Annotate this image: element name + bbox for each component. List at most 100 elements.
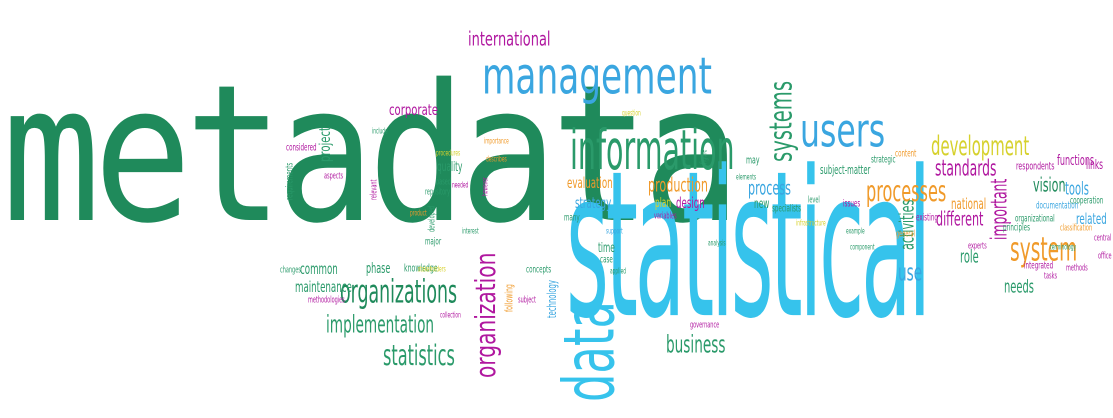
word-issues: issues <box>843 198 861 210</box>
word-role: role <box>960 245 979 267</box>
word-functions: functions <box>1057 152 1095 170</box>
word-many: many <box>564 212 580 224</box>
word-component: component <box>850 242 875 252</box>
word-aspects: aspects <box>324 170 344 181</box>
word-organizations: organizations <box>340 272 457 311</box>
word-data: data <box>549 301 631 402</box>
word-system: system <box>1010 230 1078 270</box>
word-related: related <box>1076 210 1107 229</box>
word-systems: systems <box>762 80 799 162</box>
word-subject: subject <box>518 294 536 305</box>
word-needs: needs <box>1004 275 1034 297</box>
word-elements: elements <box>736 172 757 182</box>
word-include: include <box>372 126 388 136</box>
word-quality: quality <box>437 158 463 175</box>
word-needed: needed <box>452 180 469 190</box>
word-organization: organization <box>469 252 502 378</box>
word-support: support <box>606 226 623 236</box>
word-describes: describes <box>486 154 507 164</box>
word-office: office <box>1098 250 1112 261</box>
word-case: case <box>600 254 613 266</box>
word-strategy: strategy <box>575 194 612 213</box>
word-different: different <box>936 207 984 231</box>
word-importance: importance <box>484 136 509 146</box>
word-concepts: concepts <box>526 264 552 276</box>
word-phase: phase <box>366 260 391 278</box>
word-product: product <box>410 208 427 218</box>
word-stakeholders: stakeholders <box>418 264 446 274</box>
word-major: major <box>425 236 442 248</box>
word-question: question <box>622 108 641 118</box>
word-governance: governance <box>690 319 720 330</box>
word-may: may <box>746 154 760 167</box>
word-vision: vision <box>1033 173 1066 197</box>
word-methods: methods <box>1066 262 1088 273</box>
word-experts: experts <box>968 240 987 251</box>
word-considered: considered <box>286 142 317 154</box>
word-time: time <box>598 239 615 256</box>
word-use: use <box>898 259 923 288</box>
word-links: links <box>1086 156 1104 173</box>
word-documentation: documentation <box>1036 200 1079 212</box>
word-general: general <box>896 228 915 239</box>
word-statistical: statistical <box>566 128 931 364</box>
word-interest: interest <box>462 226 479 236</box>
word-international: international <box>468 27 551 51</box>
word-metadata: metadata <box>2 44 741 265</box>
word-respondents: respondents <box>1016 160 1055 173</box>
word-content: content <box>895 148 917 160</box>
word-infrastructure: infrastructure <box>796 218 826 228</box>
word-corporate: corporate <box>389 101 438 120</box>
word-business: business <box>666 331 726 360</box>
word-users: users <box>800 103 886 158</box>
word-example: example <box>846 226 865 236</box>
word-tools: tools <box>1065 177 1089 199</box>
word-standards: standards <box>935 154 997 182</box>
word-statistics: statistics <box>383 339 455 373</box>
word-collection: collection <box>440 310 461 320</box>
word-procedures: procedures <box>436 148 461 158</box>
word-variables: variables <box>654 210 677 221</box>
word-specialists: specialists <box>772 203 802 215</box>
word-changes: changes <box>280 264 301 275</box>
word-development: development <box>931 130 1030 162</box>
word-requirements: requirements <box>284 162 296 200</box>
word-principles: principles <box>1003 222 1030 234</box>
word-project: project <box>316 127 335 162</box>
word-tasks: tasks <box>1044 270 1058 281</box>
word-integrated: integrated <box>1024 260 1054 272</box>
word-processes: processes <box>866 175 947 209</box>
word-new: new <box>754 195 770 212</box>
word-applied: applied <box>610 266 627 276</box>
word-common: common <box>300 260 338 279</box>
word-figure: figure <box>698 149 709 164</box>
word-existing: existing <box>916 212 938 224</box>
word-classification: classification <box>1060 222 1093 233</box>
word-process: process <box>748 176 791 200</box>
word-knowledge: knowledge <box>404 262 438 275</box>
word-maintenance: maintenance <box>295 278 352 297</box>
word-methodologies: methodologies <box>308 294 345 305</box>
word-level: level <box>808 194 820 205</box>
word-terminology: terminology <box>1050 242 1077 252</box>
word-information: information <box>570 117 735 182</box>
word-cooperation: cooperation <box>1070 195 1104 207</box>
word-management: management <box>482 47 712 107</box>
word-strategic: strategic <box>871 154 896 166</box>
word-plan: plan <box>655 194 672 211</box>
word-activities: activities <box>895 199 919 250</box>
word-analysis: analysis <box>708 238 726 248</box>
word-national: national <box>951 195 987 214</box>
word-implementation: implementation <box>326 311 435 340</box>
word-central: central <box>1094 232 1112 243</box>
word-relevant: relevant <box>368 179 379 200</box>
word-based: based <box>436 176 451 187</box>
word-evaluation: evaluation <box>567 174 613 193</box>
word-production: production <box>648 173 708 197</box>
word-subject-matter: subject-matter <box>820 162 871 178</box>
word-technology: technology <box>544 280 560 318</box>
word-repository: repository <box>425 186 451 197</box>
word-developed: developed <box>426 206 437 232</box>
word-organizational: organizational <box>1015 213 1055 225</box>
